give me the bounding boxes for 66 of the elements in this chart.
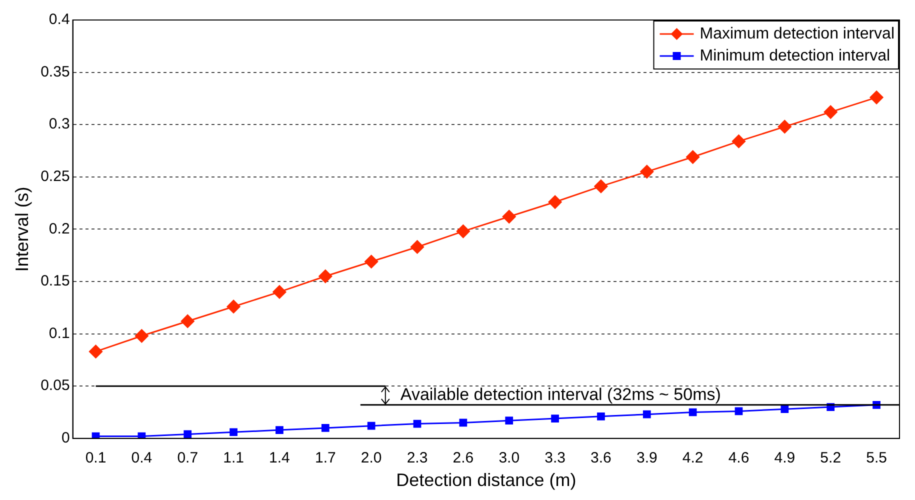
y-tick-label: 0.25: [40, 168, 70, 186]
x-tick-label: 3.0: [498, 450, 520, 467]
y-tick-label: 0.4: [48, 11, 70, 28]
x-tick-label: 1.7: [314, 450, 336, 467]
point: [89, 344, 103, 358]
point: [410, 240, 424, 254]
x-axis-title: Detection distance (m): [396, 470, 576, 490]
point: [551, 414, 559, 422]
point: [686, 150, 700, 164]
point: [364, 254, 378, 268]
point: [367, 422, 376, 430]
x-tick-label: 5.2: [820, 450, 842, 467]
annotation: Available detection interval (32ms ~ 50ms): [400, 385, 721, 404]
point: [870, 90, 884, 104]
x-tick-label: 1.4: [269, 450, 290, 467]
legend-label: Minimum detection interval: [700, 47, 890, 64]
x-tick-label: 4.9: [774, 450, 796, 467]
point: [594, 180, 608, 194]
point: [180, 314, 194, 328]
legend-label: Maximum detection interval: [700, 25, 895, 42]
point: [456, 224, 470, 238]
point: [459, 418, 468, 427]
x-tick-label: 3.6: [590, 450, 612, 467]
point: [92, 432, 100, 438]
point: [688, 408, 697, 416]
y-tick-label: 0.3: [48, 116, 70, 133]
x-tick-label: 2.3: [406, 450, 428, 467]
point: [780, 405, 789, 414]
point: [321, 424, 330, 432]
point: [642, 410, 651, 418]
x-tick-label: 0.7: [177, 450, 198, 467]
x-tick-label: 5.5: [866, 450, 887, 467]
x-tick-label: 0.1: [85, 450, 106, 467]
point: [824, 105, 838, 119]
x-tick-label: 0.4: [131, 450, 152, 467]
point: [597, 412, 605, 420]
y-tick-label: 0: [61, 430, 70, 447]
point: [734, 407, 743, 416]
y-axis-title: Interval (s): [12, 186, 32, 272]
point: [778, 120, 792, 134]
point: [226, 300, 240, 314]
point: [548, 195, 562, 209]
x-tick-label: 3.3: [544, 450, 566, 467]
x-tick-label: 3.9: [636, 450, 658, 467]
y-tick-label: 0.2: [48, 220, 70, 238]
point: [413, 420, 422, 428]
x-tick-label: 4.6: [728, 450, 750, 467]
point: [505, 416, 514, 425]
point: [138, 432, 146, 438]
x-tick-label: 2.0: [360, 450, 382, 467]
point: [184, 430, 192, 438]
point: [732, 134, 746, 148]
y-tick-label: 0.1: [48, 324, 70, 342]
y-tick-label: 0.35: [40, 63, 70, 80]
point: [502, 210, 516, 224]
y-tick-label: 0.05: [40, 377, 70, 394]
point: [272, 285, 286, 299]
point: [276, 426, 284, 434]
point: [640, 164, 654, 178]
x-tick-label: 2.6: [452, 450, 474, 467]
x-tick-label: 1.1: [223, 450, 244, 467]
point: [318, 270, 332, 284]
point: [134, 329, 148, 343]
point: [230, 428, 238, 436]
y-tick-label: 0.15: [40, 272, 70, 290]
x-tick-label: 4.2: [682, 450, 704, 467]
